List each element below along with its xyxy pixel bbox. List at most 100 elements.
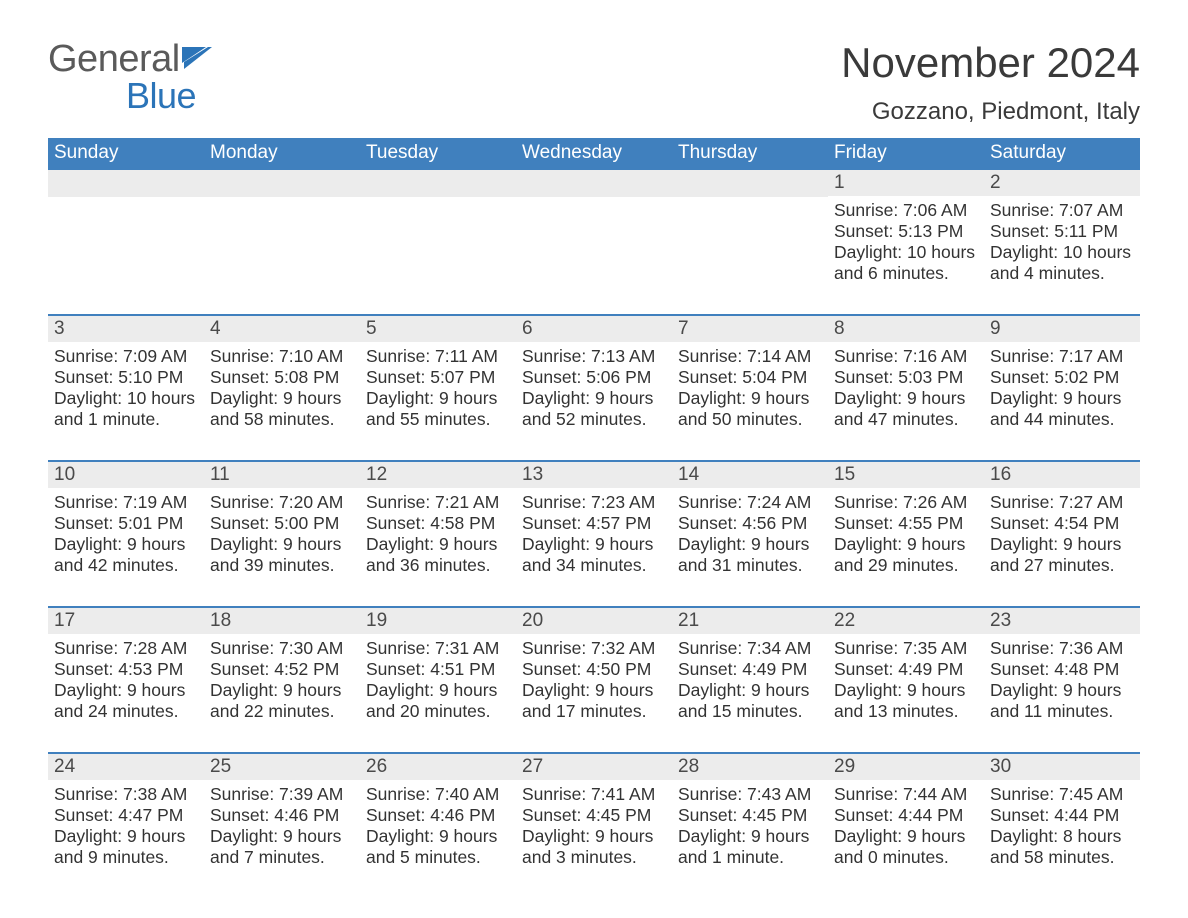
detail-sunset: Sunset: 5:02 PM	[990, 367, 1134, 388]
detail-daylight2: and 1 minute.	[678, 847, 822, 868]
detail-sunrise: Sunrise: 7:43 AM	[678, 784, 822, 805]
calendar-week: 10Sunrise: 7:19 AMSunset: 5:01 PMDayligh…	[48, 460, 1140, 578]
detail-daylight1: Daylight: 9 hours	[990, 534, 1134, 555]
calendar-cell: 1Sunrise: 7:06 AMSunset: 5:13 PMDaylight…	[828, 170, 984, 286]
detail-sunrise: Sunrise: 7:30 AM	[210, 638, 354, 659]
detail-sunset: Sunset: 4:50 PM	[522, 659, 666, 680]
day-number: 13	[516, 462, 672, 488]
calendar-cell: 27Sunrise: 7:41 AMSunset: 4:45 PMDayligh…	[516, 754, 672, 870]
detail-sunset: Sunset: 5:08 PM	[210, 367, 354, 388]
day-details: Sunrise: 7:13 AMSunset: 5:06 PMDaylight:…	[516, 342, 672, 432]
calendar-cell: 6Sunrise: 7:13 AMSunset: 5:06 PMDaylight…	[516, 316, 672, 432]
day-number: 19	[360, 608, 516, 634]
detail-sunrise: Sunrise: 7:27 AM	[990, 492, 1134, 513]
detail-daylight1: Daylight: 9 hours	[54, 680, 198, 701]
day-number: 11	[204, 462, 360, 488]
detail-sunrise: Sunrise: 7:35 AM	[834, 638, 978, 659]
detail-sunset: Sunset: 4:45 PM	[522, 805, 666, 826]
detail-daylight2: and 5 minutes.	[366, 847, 510, 868]
detail-daylight1: Daylight: 9 hours	[678, 534, 822, 555]
day-number	[204, 170, 360, 197]
day-number: 23	[984, 608, 1140, 634]
detail-sunset: Sunset: 4:54 PM	[990, 513, 1134, 534]
detail-sunrise: Sunrise: 7:34 AM	[678, 638, 822, 659]
day-number: 21	[672, 608, 828, 634]
day-number: 28	[672, 754, 828, 780]
detail-daylight2: and 44 minutes.	[990, 409, 1134, 430]
detail-daylight2: and 36 minutes.	[366, 555, 510, 576]
detail-sunrise: Sunrise: 7:41 AM	[522, 784, 666, 805]
day-number: 4	[204, 316, 360, 342]
detail-sunset: Sunset: 4:49 PM	[678, 659, 822, 680]
day-number: 10	[48, 462, 204, 488]
detail-daylight2: and 20 minutes.	[366, 701, 510, 722]
detail-sunset: Sunset: 5:04 PM	[678, 367, 822, 388]
dayname-row: Sunday Monday Tuesday Wednesday Thursday…	[48, 138, 1140, 168]
detail-sunset: Sunset: 4:56 PM	[678, 513, 822, 534]
calendar-cell: 10Sunrise: 7:19 AMSunset: 5:01 PMDayligh…	[48, 462, 204, 578]
calendar-cell: 24Sunrise: 7:38 AMSunset: 4:47 PMDayligh…	[48, 754, 204, 870]
day-details: Sunrise: 7:20 AMSunset: 5:00 PMDaylight:…	[204, 488, 360, 578]
day-details: Sunrise: 7:44 AMSunset: 4:44 PMDaylight:…	[828, 780, 984, 870]
day-details: Sunrise: 7:34 AMSunset: 4:49 PMDaylight:…	[672, 634, 828, 724]
detail-daylight2: and 24 minutes.	[54, 701, 198, 722]
day-number: 26	[360, 754, 516, 780]
logo: General Blue	[48, 40, 212, 112]
detail-daylight1: Daylight: 9 hours	[678, 680, 822, 701]
page: General Blue November 2024 Gozzano, Pied…	[0, 0, 1188, 910]
day-details: Sunrise: 7:45 AMSunset: 4:44 PMDaylight:…	[984, 780, 1140, 870]
day-details: Sunrise: 7:23 AMSunset: 4:57 PMDaylight:…	[516, 488, 672, 578]
dayname-monday: Monday	[204, 138, 360, 168]
day-number: 3	[48, 316, 204, 342]
page-title: November 2024	[841, 40, 1140, 86]
detail-daylight1: Daylight: 9 hours	[366, 388, 510, 409]
detail-daylight1: Daylight: 9 hours	[54, 534, 198, 555]
day-details: Sunrise: 7:11 AMSunset: 5:07 PMDaylight:…	[360, 342, 516, 432]
detail-daylight1: Daylight: 10 hours	[54, 388, 198, 409]
detail-daylight2: and 47 minutes.	[834, 409, 978, 430]
calendar-cell: 9Sunrise: 7:17 AMSunset: 5:02 PMDaylight…	[984, 316, 1140, 432]
calendar: Sunday Monday Tuesday Wednesday Thursday…	[48, 138, 1140, 870]
detail-daylight1: Daylight: 9 hours	[210, 680, 354, 701]
detail-sunrise: Sunrise: 7:44 AM	[834, 784, 978, 805]
dayname-saturday: Saturday	[984, 138, 1140, 168]
detail-sunrise: Sunrise: 7:26 AM	[834, 492, 978, 513]
detail-sunset: Sunset: 4:52 PM	[210, 659, 354, 680]
title-block: November 2024 Gozzano, Piedmont, Italy	[841, 40, 1140, 126]
day-details: Sunrise: 7:36 AMSunset: 4:48 PMDaylight:…	[984, 634, 1140, 724]
day-number: 16	[984, 462, 1140, 488]
dayname-tuesday: Tuesday	[360, 138, 516, 168]
calendar-cell	[360, 170, 516, 286]
calendar-cell	[204, 170, 360, 286]
calendar-cell: 29Sunrise: 7:44 AMSunset: 4:44 PMDayligh…	[828, 754, 984, 870]
day-number: 9	[984, 316, 1140, 342]
detail-daylight1: Daylight: 9 hours	[678, 388, 822, 409]
day-number: 8	[828, 316, 984, 342]
detail-sunrise: Sunrise: 7:23 AM	[522, 492, 666, 513]
dayname-friday: Friday	[828, 138, 984, 168]
calendar-cell: 19Sunrise: 7:31 AMSunset: 4:51 PMDayligh…	[360, 608, 516, 724]
detail-daylight2: and 58 minutes.	[210, 409, 354, 430]
day-number: 20	[516, 608, 672, 634]
calendar-cell	[48, 170, 204, 286]
detail-sunset: Sunset: 5:06 PM	[522, 367, 666, 388]
day-number: 1	[828, 170, 984, 196]
detail-sunset: Sunset: 4:44 PM	[990, 805, 1134, 826]
day-number: 15	[828, 462, 984, 488]
detail-daylight2: and 55 minutes.	[366, 409, 510, 430]
day-number: 29	[828, 754, 984, 780]
detail-sunrise: Sunrise: 7:17 AM	[990, 346, 1134, 367]
detail-sunset: Sunset: 4:53 PM	[54, 659, 198, 680]
detail-sunset: Sunset: 4:49 PM	[834, 659, 978, 680]
detail-sunrise: Sunrise: 7:36 AM	[990, 638, 1134, 659]
dayname-sunday: Sunday	[48, 138, 204, 168]
detail-daylight1: Daylight: 9 hours	[834, 680, 978, 701]
calendar-cell: 4Sunrise: 7:10 AMSunset: 5:08 PMDaylight…	[204, 316, 360, 432]
detail-daylight2: and 42 minutes.	[54, 555, 198, 576]
day-details: Sunrise: 7:31 AMSunset: 4:51 PMDaylight:…	[360, 634, 516, 724]
detail-sunrise: Sunrise: 7:38 AM	[54, 784, 198, 805]
day-details: Sunrise: 7:07 AMSunset: 5:11 PMDaylight:…	[984, 196, 1140, 286]
detail-sunrise: Sunrise: 7:13 AM	[522, 346, 666, 367]
day-number	[360, 170, 516, 197]
calendar-cell	[672, 170, 828, 286]
